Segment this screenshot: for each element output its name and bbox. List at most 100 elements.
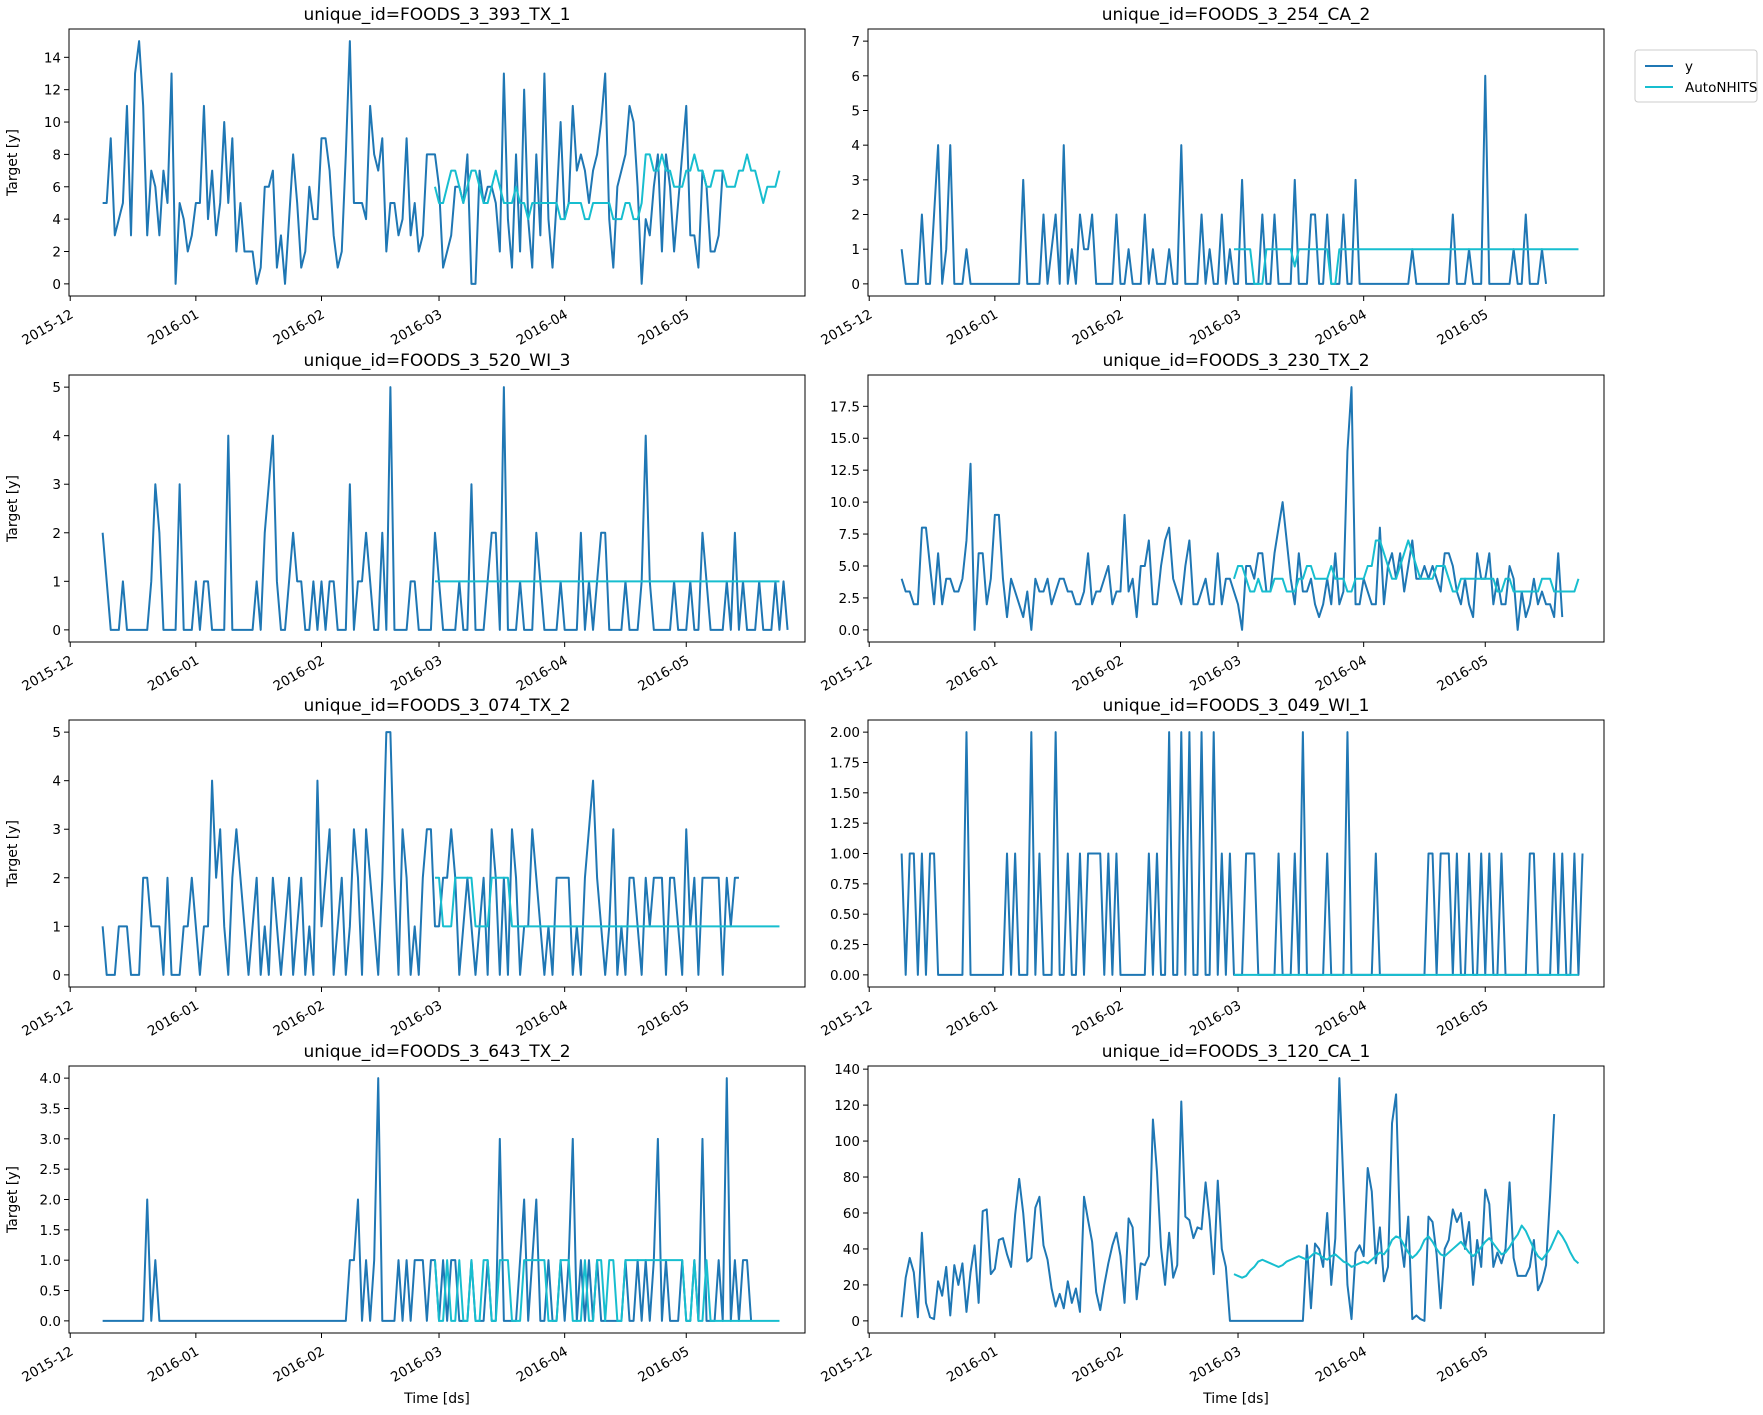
x-tick-label: 2016-02 xyxy=(271,998,328,1040)
x-tick-label: 2015-12 xyxy=(19,307,76,349)
axes-frame xyxy=(867,1065,1605,1334)
y-tick-label: 14 xyxy=(44,50,61,66)
x-axis-label: Time [ds] xyxy=(403,1391,470,1407)
x-tick-label: 2016-05 xyxy=(1434,998,1491,1040)
y-tick-label: 2 xyxy=(851,208,860,224)
panel-title: unique_id=FOODS_3_643_TX_2 xyxy=(303,1042,570,1062)
x-tick-label: 2016-04 xyxy=(514,653,571,695)
x-tick-label: 2015-12 xyxy=(19,998,76,1040)
y-tick-label: 80 xyxy=(843,1170,860,1186)
y-tick-label: 5 xyxy=(851,103,860,119)
y-tick-label: 120 xyxy=(834,1098,860,1114)
x-tick-label: 2016-05 xyxy=(635,1344,692,1386)
series-line-y xyxy=(900,74,1548,285)
y-tick-label: 2.5 xyxy=(839,591,860,607)
panel-7: unique_id=FOODS_3_643_TX_2 0.0 0.5 1.0 1.5 2.… xyxy=(5,1042,806,1407)
x-tick-label: 2016-03 xyxy=(1187,653,1244,695)
x-tick-label: 2016-02 xyxy=(271,307,328,349)
x-tick-label: 2016-03 xyxy=(388,998,445,1040)
axes-frame xyxy=(867,28,1605,297)
x-tick-label: 2016-04 xyxy=(1313,307,1370,349)
series-line-autonhits xyxy=(433,1259,780,1322)
x-tick-label: 2016-02 xyxy=(1070,653,1127,695)
x-tick-label: 2016-04 xyxy=(514,1344,571,1386)
y-tick-label: 3.0 xyxy=(40,1132,61,1148)
y-tick-label: 12.5 xyxy=(830,463,860,479)
y-tick-label: 7 xyxy=(851,34,860,50)
x-tick-label: 2015-12 xyxy=(19,1344,76,1386)
y-tick-label: 0 xyxy=(52,277,61,293)
panel-title: unique_id=FOODS_3_254_CA_2 xyxy=(1102,5,1371,25)
panel-title: unique_id=FOODS_3_393_TX_1 xyxy=(303,5,570,25)
y-tick-label: 1 xyxy=(52,574,61,590)
panel-title: unique_id=FOODS_3_520_WI_3 xyxy=(304,351,571,371)
y-tick-label: 4 xyxy=(52,429,61,445)
series-line-autonhits xyxy=(434,876,780,928)
x-tick-label: 2016-05 xyxy=(635,653,692,695)
y-tick-label: 4 xyxy=(851,138,860,154)
x-tick-label: 2016-01 xyxy=(145,307,202,349)
x-tick-label: 2016-04 xyxy=(514,998,571,1040)
series-line-y xyxy=(101,386,789,631)
series-line-autonhits xyxy=(1233,539,1580,593)
series-line-y xyxy=(900,386,1564,631)
y-tick-label: 0.0 xyxy=(40,1314,61,1330)
panel-6: unique_id=FOODS_3_049_WI_1 0.00 0.25 0.50 0.… xyxy=(818,696,1605,1040)
x-tick-label: 2016-02 xyxy=(1070,307,1127,349)
x-tick-label: 2016-01 xyxy=(145,653,202,695)
panel-title: unique_id=FOODS_3_120_CA_1 xyxy=(1102,1042,1371,1062)
y-axis-label: Target [y] xyxy=(5,1166,21,1234)
y-tick-label: 100 xyxy=(834,1134,860,1150)
y-tick-label: 5.0 xyxy=(839,559,860,575)
x-tick-label: 2016-03 xyxy=(388,307,445,349)
y-tick-label: 0.0 xyxy=(839,623,860,639)
y-tick-label: 0.25 xyxy=(830,938,860,954)
panel-title: unique_id=FOODS_3_230_TX_2 xyxy=(1102,351,1369,371)
y-tick-label: 0 xyxy=(52,968,61,984)
y-tick-label: 0 xyxy=(851,1314,860,1330)
y-tick-label: 20 xyxy=(843,1278,860,1294)
y-tick-label: 0.5 xyxy=(40,1284,61,1300)
x-tick-label: 2015-12 xyxy=(818,1344,875,1386)
series-line-autonhits xyxy=(1233,1224,1580,1279)
y-tick-label: 6 xyxy=(851,69,860,85)
x-tick-label: 2016-05 xyxy=(1434,1344,1491,1386)
y-tick-label: 4.0 xyxy=(40,1071,61,1087)
y-tick-label: 1 xyxy=(52,919,61,935)
y-tick-label: 7.5 xyxy=(839,527,860,543)
x-tick-label: 2016-01 xyxy=(145,1344,202,1386)
panel-1: unique_id=FOODS_3_393_TX_1 0 2 4 6 8 10 12 14 201… xyxy=(5,5,806,349)
y-tick-label: 10.0 xyxy=(830,495,860,511)
panel-5: unique_id=FOODS_3_074_TX_2 0 1 2 3 4 5 2015-12 2… xyxy=(5,696,806,1040)
y-tick-label: 60 xyxy=(843,1206,860,1222)
series-line-autonhits xyxy=(434,153,781,221)
y-tick-label: 1.00 xyxy=(830,847,860,863)
axes-frame xyxy=(867,719,1605,988)
y-tick-label: 1 xyxy=(851,242,860,258)
legend-frame xyxy=(1634,49,1758,103)
x-tick-label: 2016-02 xyxy=(1070,1344,1127,1386)
panel-8: unique_id=FOODS_3_120_CA_1 0 20 40 60 80 100 12… xyxy=(818,1042,1605,1407)
x-tick-label: 2016-01 xyxy=(944,998,1001,1040)
axes-frame xyxy=(68,374,806,643)
y-tick-label: 1.50 xyxy=(830,786,860,802)
x-tick-label: 2016-03 xyxy=(1187,1344,1244,1386)
x-tick-label: 2016-04 xyxy=(1313,653,1370,695)
y-tick-label: 10 xyxy=(44,115,61,131)
series-line-y xyxy=(900,1077,1556,1322)
y-axis-label: Target [y] xyxy=(5,129,21,197)
x-tick-label: 2015-12 xyxy=(818,653,875,695)
y-tick-label: 0.75 xyxy=(830,877,860,893)
y-tick-label: 1.5 xyxy=(40,1223,61,1239)
y-tick-label: 5 xyxy=(52,380,61,396)
x-tick-label: 2016-01 xyxy=(944,1344,1001,1386)
series-line-autonhits xyxy=(1233,248,1579,285)
y-tick-label: 0 xyxy=(851,277,860,293)
y-tick-label: 140 xyxy=(834,1062,860,1078)
y-tick-label: 15.0 xyxy=(830,431,860,447)
y-tick-label: 8 xyxy=(52,147,61,163)
y-tick-label: 4 xyxy=(52,212,61,228)
legend-label-y: y xyxy=(1685,59,1693,75)
y-tick-label: 5 xyxy=(52,725,61,741)
